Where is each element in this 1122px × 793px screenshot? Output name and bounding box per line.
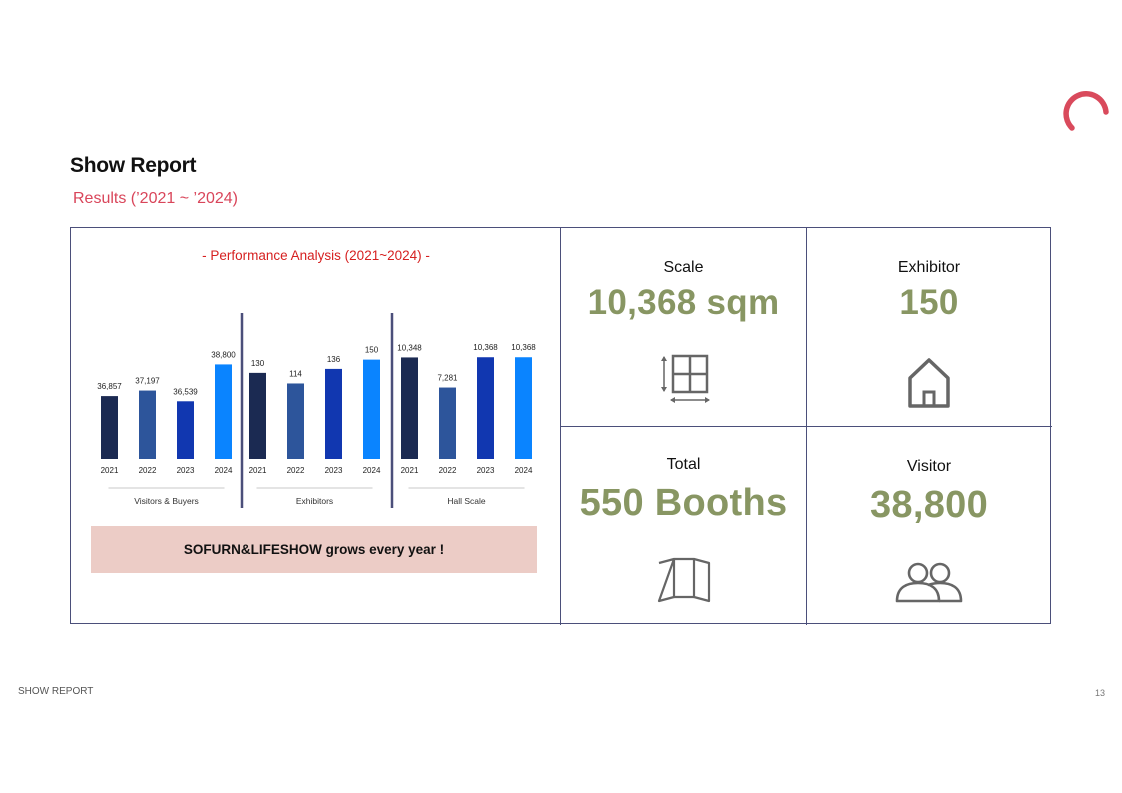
page-subtitle: Results (’2021 ~ ’2024) xyxy=(73,190,238,207)
stat-total-value: 550 Booths xyxy=(579,482,788,524)
group-label: Visitors & Buyers xyxy=(134,496,199,506)
bar xyxy=(101,396,118,459)
bar xyxy=(515,357,532,459)
chart-section: - Performance Analysis (2021~2024) - 36,… xyxy=(71,228,561,625)
floor-plan-icon xyxy=(660,354,710,403)
x-tick-label: 2021 xyxy=(401,466,419,475)
x-tick-label: 2024 xyxy=(515,466,533,475)
x-tick-label: 2021 xyxy=(249,466,267,475)
bar xyxy=(287,383,304,459)
bar xyxy=(215,364,232,459)
footer-section-label: SHOW REPORT xyxy=(18,686,94,697)
stat-exhibitor: Exhibitor 150 xyxy=(806,228,1052,426)
bar-value-label: 38,800 xyxy=(211,350,236,359)
group-label: Hall Scale xyxy=(447,496,486,506)
x-tick-label: 2022 xyxy=(439,466,457,475)
page-number: 13 xyxy=(1095,688,1106,698)
page-title: Show Report xyxy=(70,154,197,177)
x-tick-label: 2023 xyxy=(325,466,343,475)
group-label: Exhibitors xyxy=(296,496,333,506)
bar-value-label: 36,539 xyxy=(173,387,198,396)
booth-icon xyxy=(657,557,710,603)
stat-scale-value: 10,368 sqm xyxy=(587,283,780,322)
stat-visitor-value: 38,800 xyxy=(869,484,989,526)
bar-value-label: 114 xyxy=(289,369,302,378)
stat-visitor: Visitor 38,800 xyxy=(806,427,1052,625)
bar-value-label: 150 xyxy=(365,346,379,355)
bar-value-label: 7,281 xyxy=(437,374,458,383)
bar-value-label: 10,368 xyxy=(473,343,498,352)
growth-banner: SOFURN&LIFESHOW grows every year ! xyxy=(91,526,537,573)
bar xyxy=(477,357,494,459)
bar xyxy=(401,357,418,459)
x-tick-label: 2022 xyxy=(139,466,157,475)
x-tick-label: 2021 xyxy=(101,466,119,475)
report-panel: - Performance Analysis (2021~2024) - 36,… xyxy=(70,227,1052,625)
chart-heading: - Performance Analysis (2021~2024) - xyxy=(202,248,430,263)
stat-scale: Scale 10,368 sqm xyxy=(561,228,806,426)
bar xyxy=(325,368,342,459)
bar-value-label: 37,197 xyxy=(135,377,160,386)
stat-total: Total 550 Booths xyxy=(561,427,806,625)
bar xyxy=(177,401,194,459)
stat-visitor-label: Visitor xyxy=(906,458,952,475)
stat-exhibitor-value: 150 xyxy=(899,283,959,322)
bar xyxy=(439,387,456,459)
x-tick-label: 2024 xyxy=(215,466,233,475)
bar xyxy=(363,359,380,459)
bar xyxy=(139,390,156,459)
x-tick-label: 2023 xyxy=(177,466,195,475)
x-tick-label: 2024 xyxy=(363,466,381,475)
bar-value-label: 130 xyxy=(251,359,265,368)
stat-exhibitor-label: Exhibitor xyxy=(897,259,961,276)
stat-scale-label: Scale xyxy=(663,259,704,276)
stat-total-label: Total xyxy=(666,456,701,473)
bar xyxy=(249,372,266,459)
performance-chart: 36,857 2021 37,197 2022 36,539 2023 38,800 2024… xyxy=(97,313,536,508)
bar-value-label: 10,348 xyxy=(397,343,422,352)
house-icon xyxy=(908,358,950,408)
people-icon xyxy=(895,562,963,603)
bar-value-label: 136 xyxy=(327,355,341,364)
bar-value-label: 10,368 xyxy=(511,343,536,352)
x-tick-label: 2022 xyxy=(287,466,305,475)
bar-value-label: 36,857 xyxy=(97,382,122,391)
logo-arc-icon xyxy=(1063,91,1109,131)
x-tick-label: 2023 xyxy=(477,466,495,475)
grid-divider-horizontal xyxy=(561,426,1052,427)
